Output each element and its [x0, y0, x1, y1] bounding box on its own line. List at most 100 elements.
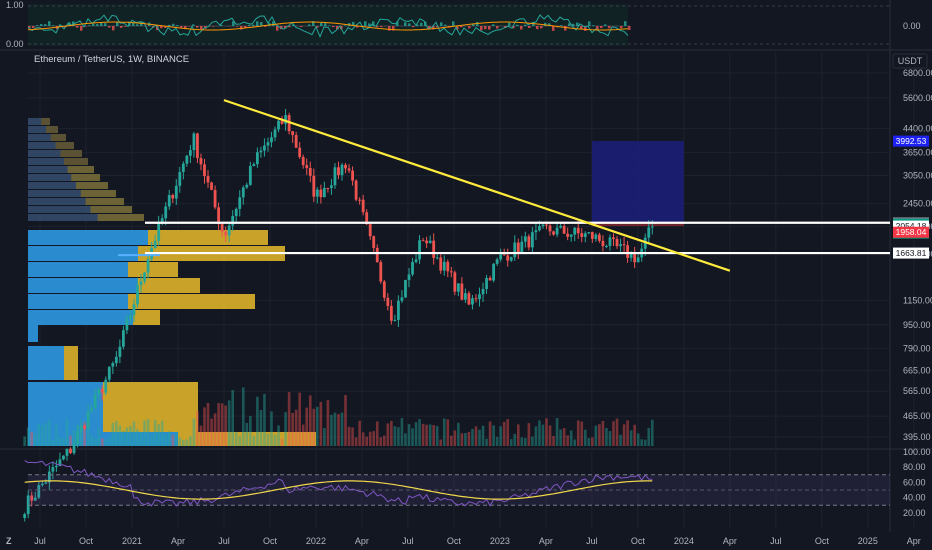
volume-bar	[93, 438, 97, 446]
currency-text: USDT	[898, 56, 923, 66]
volume-bar	[129, 426, 132, 446]
profile-row-blue	[28, 246, 138, 261]
candle	[358, 197, 362, 205]
histogram-bar	[396, 21, 399, 26]
volume-bar	[30, 432, 34, 446]
histogram-bar	[392, 26, 395, 31]
candle	[471, 294, 474, 310]
candle-body	[626, 245, 629, 258]
candle-body	[538, 226, 541, 231]
candle	[259, 146, 263, 158]
histogram-bar	[588, 21, 591, 26]
time-tick-label: Oct	[447, 536, 462, 546]
histogram-bar	[316, 26, 319, 28]
oscillator-signal	[27, 21, 629, 31]
histogram-bar	[476, 21, 479, 26]
volume-bar	[308, 395, 312, 446]
candle	[44, 479, 48, 485]
histogram-bar	[496, 26, 499, 29]
volume-bar	[446, 419, 450, 446]
volume-bar	[298, 392, 301, 446]
candle-body	[227, 225, 231, 236]
candle-body	[266, 142, 270, 146]
rsi-pane	[24, 460, 890, 507]
profile-row	[90, 206, 132, 213]
candle-body	[146, 259, 150, 273]
histogram-bar	[368, 23, 371, 26]
volume-bar	[270, 411, 273, 446]
candle	[107, 366, 111, 383]
histogram-bar	[592, 25, 595, 26]
currency-label[interactable]: USDT	[892, 53, 928, 69]
time-tick-label: Oct	[79, 536, 94, 546]
price-tick-label: 3650.00	[903, 148, 932, 158]
histogram-bar	[376, 26, 379, 28]
candle-body	[425, 240, 429, 244]
candle-body	[23, 514, 27, 518]
profile-row	[28, 126, 58, 133]
target-zone	[591, 141, 684, 223]
tradingview-logo-icon: Z	[6, 536, 12, 546]
rsi-tick-label: 60.00	[903, 477, 926, 487]
histogram-bar	[308, 24, 311, 26]
price-tick-label: 3050.00	[903, 171, 932, 181]
candle	[456, 283, 460, 297]
candle	[76, 424, 79, 448]
candle-body	[199, 158, 203, 165]
price-tag[interactable]: 2054.18	[893, 220, 929, 232]
histogram-bar	[200, 26, 203, 30]
histogram-bar	[372, 21, 375, 26]
candle	[425, 236, 429, 248]
price-tag-label: 1663.81	[896, 248, 927, 258]
histogram-bar	[32, 26, 35, 28]
profile-row	[60, 150, 82, 157]
price-tag[interactable]: 1958.04	[893, 226, 929, 238]
volume-bar	[464, 433, 467, 446]
histogram-bar	[356, 26, 359, 28]
volume-bar	[411, 428, 414, 446]
candle	[573, 226, 577, 242]
price-tag[interactable]: 3992.53	[893, 135, 929, 147]
volume-bar	[185, 439, 189, 446]
volume-bar	[538, 420, 541, 446]
candle	[167, 189, 171, 210]
candle-body	[573, 227, 577, 235]
volume-bar	[256, 396, 259, 446]
price-pane[interactable]	[0, 0, 932, 532]
histogram-bar	[472, 23, 475, 26]
candle-body	[79, 425, 83, 433]
candle-body	[284, 115, 287, 124]
histogram-bar	[336, 26, 339, 30]
histogram-bar	[108, 26, 111, 28]
candle	[372, 235, 376, 253]
volume-bar	[594, 425, 598, 446]
volume-bar	[319, 401, 323, 446]
histogram-bar	[236, 26, 239, 27]
candle-body	[90, 408, 94, 412]
candle-body	[213, 189, 217, 208]
time-axis[interactable]: Jul Oct 2021 Apr Jul Oct 2022 Apr Jul Oct 2023 Apr J…	[34, 536, 921, 546]
volume-bar	[499, 426, 502, 446]
histogram-bar	[272, 21, 275, 26]
candle	[330, 178, 333, 195]
histogram-bar	[600, 26, 603, 29]
histogram-bar	[76, 26, 79, 28]
volume-bar	[241, 387, 245, 446]
candle-body	[65, 448, 69, 456]
candle	[354, 179, 358, 202]
price-axis[interactable]: 6800.00 5600.00 4400.00 3650.00 3050.00 2450.…	[893, 68, 932, 518]
candle-body	[273, 129, 277, 138]
profile-row	[71, 174, 100, 181]
candle-body	[347, 168, 351, 171]
histogram-bar	[176, 25, 179, 26]
candle-body	[432, 240, 436, 258]
candle-body	[562, 225, 566, 234]
candle	[347, 164, 351, 174]
candle-body	[414, 259, 418, 262]
candle-body	[86, 411, 90, 429]
histogram-bar	[488, 26, 491, 30]
price-tag[interactable]: 1663.81	[893, 247, 929, 259]
volume-bar	[650, 419, 654, 446]
candle	[597, 232, 601, 243]
